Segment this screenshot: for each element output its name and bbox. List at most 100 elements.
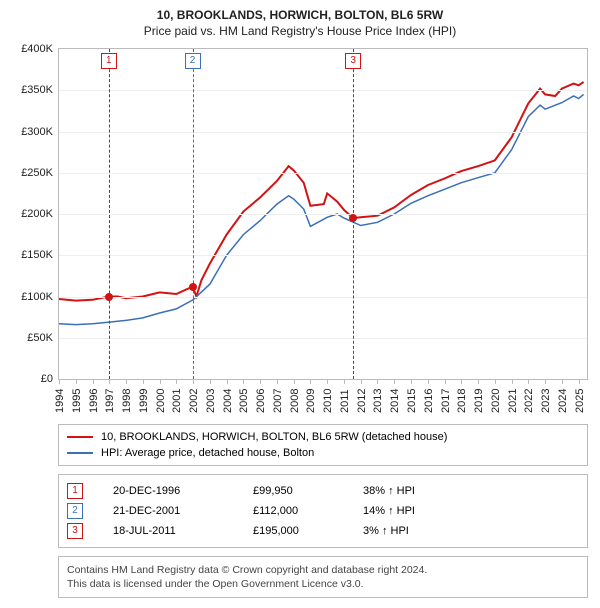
footer-line-1: Contains HM Land Registry data © Crown c… xyxy=(67,563,579,577)
x-axis-label: 2001 xyxy=(171,389,183,413)
x-axis-label: 2012 xyxy=(356,389,368,413)
event-marker-box: 1 xyxy=(101,53,117,69)
event-price: £195,000 xyxy=(253,525,333,537)
x-axis-tick xyxy=(193,379,194,384)
event-delta: 3% ↑ HPI xyxy=(363,525,409,537)
event-marker-line xyxy=(109,49,110,379)
event-row: 2 21-DEC-2001 £112,000 14% ↑ HPI xyxy=(67,501,579,521)
y-axis-label: £150K xyxy=(21,249,53,261)
x-axis-tick xyxy=(243,379,244,384)
x-axis-label: 2000 xyxy=(155,389,167,413)
legend-label-hpi: HPI: Average price, detached house, Bolt… xyxy=(101,447,314,459)
x-axis-label: 1997 xyxy=(104,389,116,413)
plot-area: £0£50K£100K£150K£200K£250K£300K£350K£400… xyxy=(58,48,588,380)
event-marker-line xyxy=(193,49,194,379)
x-axis-label: 1995 xyxy=(71,389,83,413)
x-axis-label: 2015 xyxy=(406,389,418,413)
x-axis-label: 2007 xyxy=(272,389,284,413)
price-chart-container: 10, BROOKLANDS, HORWICH, BOLTON, BL6 5RW… xyxy=(0,0,600,608)
y-axis-label: £300K xyxy=(21,126,53,138)
x-axis-tick xyxy=(528,379,529,384)
x-axis-label: 2025 xyxy=(574,389,586,413)
x-axis-label: 2016 xyxy=(423,389,435,413)
x-axis-tick xyxy=(143,379,144,384)
x-axis-tick xyxy=(327,379,328,384)
x-axis-tick xyxy=(76,379,77,384)
x-axis-label: 2021 xyxy=(507,389,519,413)
x-axis-tick xyxy=(411,379,412,384)
y-axis-label: £250K xyxy=(21,167,53,179)
event-marker-box: 3 xyxy=(345,53,361,69)
x-axis-tick xyxy=(579,379,580,384)
x-axis-tick xyxy=(428,379,429,384)
x-axis-label: 2019 xyxy=(473,389,485,413)
x-axis-label: 2018 xyxy=(456,389,468,413)
legend-label-property: 10, BROOKLANDS, HORWICH, BOLTON, BL6 5RW… xyxy=(101,431,447,443)
x-axis-tick xyxy=(59,379,60,384)
x-axis-label: 1999 xyxy=(138,389,150,413)
legend-item-hpi: HPI: Average price, detached house, Bolt… xyxy=(67,445,579,461)
x-axis-tick xyxy=(495,379,496,384)
gridline-h xyxy=(59,132,587,133)
event-price: £99,950 xyxy=(253,485,333,497)
x-axis-label: 2022 xyxy=(523,389,535,413)
x-axis-tick xyxy=(445,379,446,384)
x-axis-tick xyxy=(344,379,345,384)
x-axis-tick xyxy=(210,379,211,384)
x-axis-label: 2024 xyxy=(557,389,569,413)
footer-line-2: This data is licensed under the Open Gov… xyxy=(67,577,579,591)
x-axis-label: 2009 xyxy=(305,389,317,413)
x-axis-label: 2006 xyxy=(255,389,267,413)
event-date: 18-JUL-2011 xyxy=(113,525,223,537)
event-number-box: 2 xyxy=(67,503,83,519)
chart-subtitle: Price paid vs. HM Land Registry's House … xyxy=(10,24,590,38)
x-axis-tick xyxy=(361,379,362,384)
x-axis-tick xyxy=(461,379,462,384)
x-axis-label: 2003 xyxy=(205,389,217,413)
gridline-h xyxy=(59,90,587,91)
event-date: 20-DEC-1996 xyxy=(113,485,223,497)
x-axis-label: 2011 xyxy=(339,389,351,413)
x-axis-label: 1998 xyxy=(121,389,133,413)
x-axis-tick xyxy=(512,379,513,384)
series-line-hpi xyxy=(59,94,584,324)
x-axis-tick xyxy=(545,379,546,384)
x-axis-tick xyxy=(227,379,228,384)
x-axis-tick xyxy=(294,379,295,384)
y-axis-label: £0 xyxy=(41,373,53,385)
legend-swatch-property xyxy=(67,436,93,438)
x-axis-tick xyxy=(93,379,94,384)
event-delta: 38% ↑ HPI xyxy=(363,485,415,497)
legend-item-property: 10, BROOKLANDS, HORWICH, BOLTON, BL6 5RW… xyxy=(67,429,579,445)
gridline-h xyxy=(59,214,587,215)
series-line-property xyxy=(59,82,584,301)
x-axis-tick xyxy=(160,379,161,384)
event-date: 21-DEC-2001 xyxy=(113,505,223,517)
event-number-box: 3 xyxy=(67,523,83,539)
gridline-h xyxy=(59,173,587,174)
sale-marker-dot xyxy=(349,214,357,222)
x-axis-label: 2013 xyxy=(372,389,384,413)
x-axis-label: 1994 xyxy=(54,389,66,413)
x-axis-label: 2010 xyxy=(322,389,334,413)
x-axis-label: 1996 xyxy=(88,389,100,413)
x-axis-label: 2002 xyxy=(188,389,200,413)
x-axis-tick xyxy=(277,379,278,384)
event-row: 1 20-DEC-1996 £99,950 38% ↑ HPI xyxy=(67,481,579,501)
y-axis-label: £350K xyxy=(21,84,53,96)
gridline-h xyxy=(59,297,587,298)
attribution-footer: Contains HM Land Registry data © Crown c… xyxy=(58,556,588,598)
x-axis-label: 2017 xyxy=(440,389,452,413)
event-marker-box: 2 xyxy=(185,53,201,69)
y-axis-label: £400K xyxy=(21,43,53,55)
gridline-h xyxy=(59,338,587,339)
x-axis-label: 2023 xyxy=(540,389,552,413)
event-price: £112,000 xyxy=(253,505,333,517)
event-number-box: 1 xyxy=(67,483,83,499)
legend: 10, BROOKLANDS, HORWICH, BOLTON, BL6 5RW… xyxy=(58,424,588,466)
x-axis-tick xyxy=(377,379,378,384)
x-axis-label: 2004 xyxy=(222,389,234,413)
legend-swatch-hpi xyxy=(67,452,93,454)
sale-marker-dot xyxy=(189,283,197,291)
gridline-h xyxy=(59,255,587,256)
